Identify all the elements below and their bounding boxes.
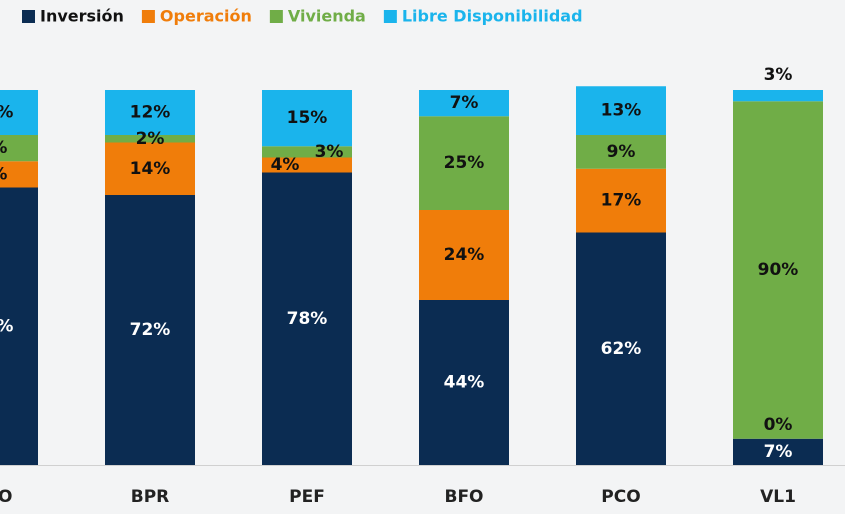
x-tick-label: VL1 bbox=[760, 487, 796, 507]
legend-swatch bbox=[22, 10, 35, 23]
data-label: 3% bbox=[764, 65, 793, 85]
legend-label: Operación bbox=[160, 7, 252, 26]
data-label: 25% bbox=[444, 153, 485, 173]
data-label: 17% bbox=[601, 191, 642, 211]
plot-area: 74% 7% 7% 12% O 72% 14% 2% 12% BPR 78% 4% 3% 15% PEF 44… bbox=[0, 65, 845, 507]
data-label: 44% bbox=[444, 373, 485, 393]
legend-swatch bbox=[383, 10, 397, 23]
legend-swatch bbox=[269, 10, 283, 23]
bar-segment bbox=[733, 90, 823, 102]
data-label: 2% bbox=[136, 129, 165, 149]
data-label: 13% bbox=[601, 101, 642, 121]
bar-segment bbox=[576, 86, 666, 135]
data-label: 12% bbox=[0, 103, 13, 123]
data-label: 4% bbox=[271, 155, 300, 175]
bar-segment bbox=[733, 438, 823, 465]
data-label: 7% bbox=[450, 93, 479, 113]
data-label: 7% bbox=[0, 164, 7, 184]
bar-segment bbox=[419, 300, 509, 465]
data-label: 7% bbox=[764, 442, 793, 462]
x-tick-label: O bbox=[0, 487, 12, 507]
bar-segment bbox=[576, 135, 666, 169]
bar-segment bbox=[105, 142, 195, 195]
bar-segment bbox=[0, 90, 38, 135]
data-label: 7% bbox=[0, 138, 7, 158]
bar-segment bbox=[419, 210, 509, 300]
data-label: 15% bbox=[287, 108, 328, 128]
bar-segment bbox=[576, 232, 666, 465]
bar-segment bbox=[0, 161, 38, 188]
bar-segment bbox=[105, 90, 195, 135]
x-tick-label: PCO bbox=[601, 487, 640, 507]
data-label: 14% bbox=[130, 159, 171, 179]
data-label: 74% bbox=[0, 316, 13, 336]
data-label: 12% bbox=[130, 103, 171, 123]
data-label: 62% bbox=[601, 339, 642, 359]
bar-segment bbox=[419, 90, 509, 117]
bar-segment bbox=[105, 135, 195, 143]
legend-label: Vivienda bbox=[288, 7, 366, 26]
bar-segment bbox=[0, 187, 38, 465]
data-label: 3% bbox=[315, 142, 344, 162]
bar-segment bbox=[733, 101, 823, 439]
data-label: 72% bbox=[130, 320, 171, 340]
data-label: 24% bbox=[444, 245, 485, 265]
x-tick-label: BFO bbox=[444, 487, 483, 507]
bar-segment bbox=[262, 172, 352, 465]
legend-label: Inversión bbox=[40, 7, 124, 26]
data-label: 0% bbox=[764, 415, 793, 435]
bar-segment bbox=[576, 168, 666, 233]
data-label: 78% bbox=[287, 309, 328, 329]
bar-segment bbox=[262, 146, 352, 158]
legend-swatch bbox=[141, 10, 155, 23]
legend: Inversión Operación Vivienda Libre Disponib… bbox=[22, 7, 583, 26]
bar-segment bbox=[262, 90, 352, 147]
bar-segment bbox=[105, 195, 195, 465]
bar-segment bbox=[419, 116, 509, 210]
data-label: 90% bbox=[758, 260, 799, 280]
bar-segment bbox=[262, 157, 352, 173]
legend-label: Libre Disponibilidad bbox=[402, 7, 583, 26]
x-tick-label: PEF bbox=[289, 487, 325, 507]
x-tick-label: BPR bbox=[131, 487, 170, 507]
data-label: 9% bbox=[607, 142, 636, 162]
bar-segment bbox=[0, 135, 38, 162]
